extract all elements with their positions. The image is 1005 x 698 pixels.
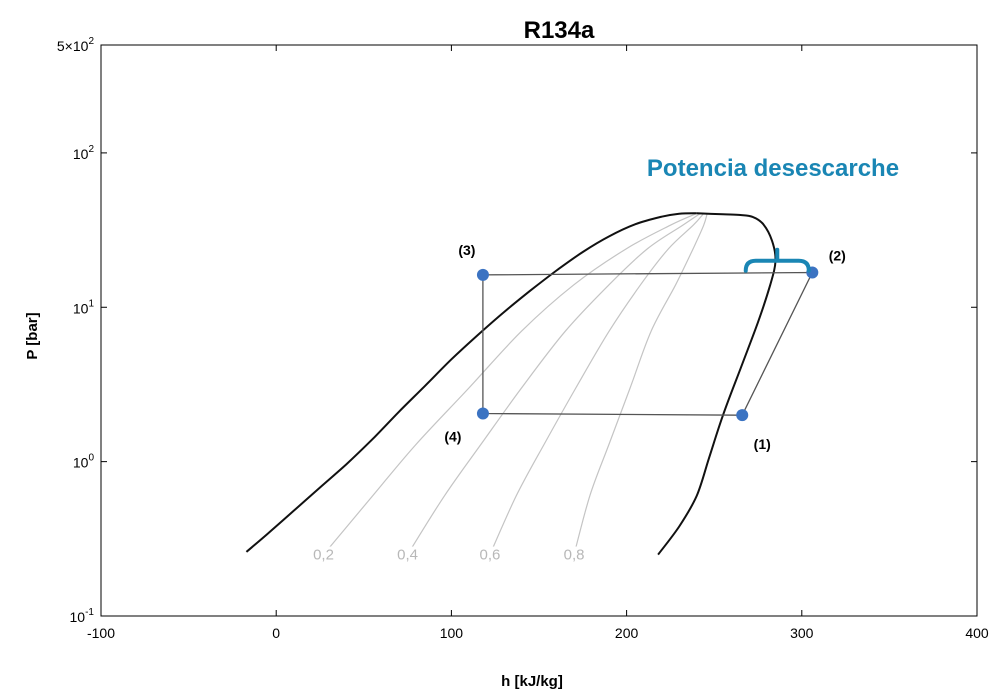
quality-label: 0,2	[313, 547, 334, 564]
quality-label-bg	[477, 546, 503, 564]
y-tick-label: 5×102	[57, 36, 95, 54]
x-tick-label: 0	[272, 625, 280, 641]
cycle-point-label: (4)	[444, 429, 461, 445]
y-axis-label: P [bar]	[24, 312, 41, 359]
chart-title: R134a	[524, 17, 595, 44]
y-tick-label: 100	[73, 453, 95, 471]
quality-lines: 0,2 0,4 0,6 0,8	[311, 212, 708, 564]
x-tick-label: 200	[615, 625, 639, 641]
cycle-point	[476, 268, 489, 281]
saturation-dome	[245, 212, 777, 556]
cycle-point	[736, 409, 749, 422]
y-tick-base: 10	[73, 455, 89, 471]
y-tick-base: 10	[73, 146, 89, 162]
quality-label-bg	[311, 546, 336, 564]
quality-line	[573, 213, 708, 555]
y-tick-exponent: 1	[88, 298, 94, 309]
annotation-text: Potencia desescarche	[647, 155, 899, 182]
cycle-point	[476, 407, 489, 420]
quality-line	[323, 212, 697, 555]
plot-frame	[100, 44, 978, 617]
y-tick-label: 101	[73, 298, 95, 316]
y-tick-exponent: 2	[88, 144, 94, 155]
cycle-point-label: (3)	[458, 242, 475, 258]
y-tick-base: 5×10	[57, 38, 89, 54]
y-tick-exponent: 0	[88, 453, 94, 464]
y-tick-base: 10	[73, 300, 89, 316]
plot-area	[100, 44, 978, 617]
y-tick-label: 102	[73, 144, 95, 162]
y-tick-exponent: -1	[85, 607, 94, 618]
quality-label: 0,6	[480, 547, 501, 564]
saturated-vapor-line	[657, 212, 777, 556]
quality-label: 0,8	[564, 547, 585, 564]
cycle-point-label: (2)	[829, 247, 846, 263]
x-tick-label: -100	[87, 625, 115, 641]
quality-line	[407, 212, 701, 555]
annotation-bracket	[743, 247, 811, 273]
x-tick-label: 100	[440, 625, 464, 641]
saturated-liquid-line	[245, 212, 697, 553]
y-tick-label: 10-1	[70, 607, 95, 625]
refrigeration-cycle: (1) (2) (3) (4)	[444, 242, 846, 452]
x-tick-label: 400	[965, 625, 989, 641]
y-tick-exponent: 2	[88, 36, 94, 47]
x-tick-label: 300	[790, 625, 814, 641]
quality-label: 0,4	[397, 547, 418, 564]
cycle-path	[482, 271, 814, 416]
quality-line	[489, 213, 705, 555]
x-axis-label: h [kJ/kg]	[501, 673, 563, 690]
annotation-group: Potencia desescarche	[647, 155, 899, 273]
quality-label-bg	[395, 546, 421, 564]
y-tick-base: 10	[70, 609, 86, 625]
cycle-point-label: (1)	[754, 436, 771, 452]
quality-label-bg	[561, 546, 587, 564]
